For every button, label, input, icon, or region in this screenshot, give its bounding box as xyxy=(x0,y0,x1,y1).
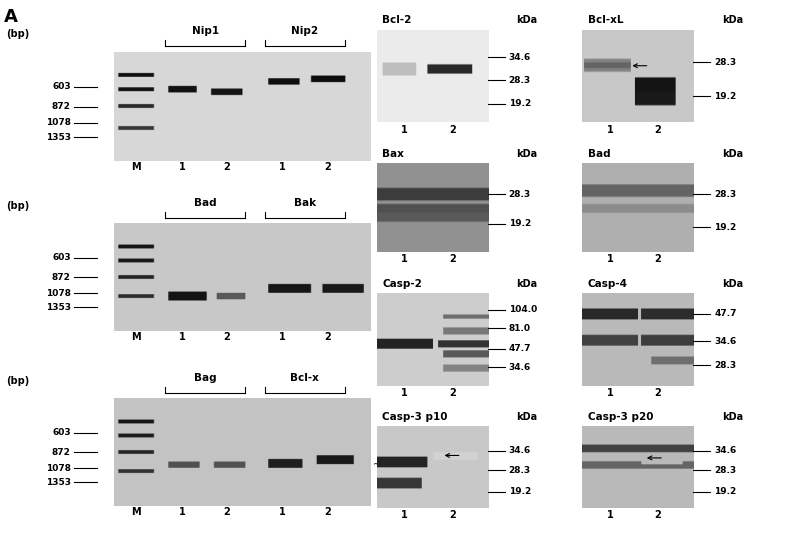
Text: 1: 1 xyxy=(279,332,285,342)
Text: 19.2: 19.2 xyxy=(714,223,737,231)
Text: 1: 1 xyxy=(401,125,408,134)
Text: 1: 1 xyxy=(179,162,186,172)
Text: 34.6: 34.6 xyxy=(508,53,531,62)
Text: Casp-3 p10: Casp-3 p10 xyxy=(382,412,448,422)
Text: 2: 2 xyxy=(449,254,455,264)
Text: 2: 2 xyxy=(655,125,661,134)
Text: 2: 2 xyxy=(449,388,455,398)
Text: 603: 603 xyxy=(52,253,71,262)
Text: 28.3: 28.3 xyxy=(714,58,736,67)
Text: 19.2: 19.2 xyxy=(714,487,737,497)
Text: 2: 2 xyxy=(655,510,661,520)
Text: 28.3: 28.3 xyxy=(714,466,736,475)
Text: 19.2: 19.2 xyxy=(714,91,737,101)
Text: 28.3: 28.3 xyxy=(714,361,736,370)
Text: 1078: 1078 xyxy=(46,289,71,298)
Text: Bag: Bag xyxy=(194,373,217,383)
Text: 603: 603 xyxy=(52,428,71,437)
Text: 19.2: 19.2 xyxy=(508,487,531,497)
Text: Casp-4: Casp-4 xyxy=(588,279,628,289)
Text: Bad: Bad xyxy=(588,150,611,159)
Text: 872: 872 xyxy=(52,273,71,282)
Text: kDa: kDa xyxy=(722,15,743,25)
Text: Bcl-2: Bcl-2 xyxy=(382,15,411,25)
Text: 2: 2 xyxy=(223,332,230,342)
Text: 28.3: 28.3 xyxy=(508,466,530,475)
Text: (bp): (bp) xyxy=(6,29,29,39)
Text: M: M xyxy=(131,162,140,172)
Text: (bp): (bp) xyxy=(6,201,29,211)
Text: 28.3: 28.3 xyxy=(508,190,530,199)
Text: kDa: kDa xyxy=(516,279,537,289)
Text: 34.6: 34.6 xyxy=(508,363,531,372)
Text: kDa: kDa xyxy=(516,15,537,25)
Text: 47.7: 47.7 xyxy=(508,344,531,353)
Text: 2: 2 xyxy=(655,388,661,398)
Text: Bad: Bad xyxy=(194,198,217,208)
Text: 34.6: 34.6 xyxy=(508,446,531,455)
Text: 2: 2 xyxy=(223,162,230,172)
Text: kDa: kDa xyxy=(516,412,537,422)
Text: 81.0: 81.0 xyxy=(508,324,530,333)
Text: M: M xyxy=(131,507,140,516)
Text: 1: 1 xyxy=(607,125,614,134)
Text: 2: 2 xyxy=(223,507,230,516)
Text: kDa: kDa xyxy=(516,150,537,159)
Text: Casp-3 p20: Casp-3 p20 xyxy=(588,412,653,422)
Text: 1353: 1353 xyxy=(46,303,71,312)
Text: kDa: kDa xyxy=(722,150,743,159)
Text: 28.3: 28.3 xyxy=(508,76,530,85)
Text: 2: 2 xyxy=(325,332,331,342)
Text: 2: 2 xyxy=(325,507,331,516)
Text: Nip2: Nip2 xyxy=(292,26,318,36)
Text: Bax: Bax xyxy=(382,150,404,159)
Text: ~631 bp: ~631 bp xyxy=(373,461,412,470)
Text: 47.7: 47.7 xyxy=(714,309,737,318)
Text: 872: 872 xyxy=(52,102,71,111)
Text: 1: 1 xyxy=(179,507,186,516)
Text: 1: 1 xyxy=(179,332,186,342)
Text: (bp): (bp) xyxy=(6,376,29,386)
Text: 2: 2 xyxy=(449,125,455,134)
Text: 19.2: 19.2 xyxy=(508,99,531,108)
Text: 1078: 1078 xyxy=(46,118,71,128)
Text: 1078: 1078 xyxy=(46,464,71,473)
Text: 1: 1 xyxy=(279,162,285,172)
Text: 2: 2 xyxy=(655,254,661,264)
Text: 34.6: 34.6 xyxy=(714,446,737,455)
Text: 104.0: 104.0 xyxy=(508,306,537,314)
Text: 1: 1 xyxy=(607,388,614,398)
Text: 34.6: 34.6 xyxy=(714,337,737,346)
Text: 1: 1 xyxy=(401,254,408,264)
Text: Bcl-x: Bcl-x xyxy=(291,373,319,383)
Text: 1353: 1353 xyxy=(46,133,71,141)
Text: M: M xyxy=(131,332,140,342)
Text: Bak: Bak xyxy=(294,198,316,208)
Text: 603: 603 xyxy=(52,82,71,91)
Text: 1: 1 xyxy=(279,507,285,516)
Text: Bcl-xL: Bcl-xL xyxy=(588,15,623,25)
Text: 1353: 1353 xyxy=(46,478,71,487)
Text: 19.2: 19.2 xyxy=(508,219,531,228)
Text: Casp-2: Casp-2 xyxy=(382,279,422,289)
Text: 28.3: 28.3 xyxy=(714,190,736,199)
Text: kDa: kDa xyxy=(722,412,743,422)
Text: Nip1: Nip1 xyxy=(191,26,219,36)
Text: A: A xyxy=(4,8,18,26)
Text: 872: 872 xyxy=(52,448,71,457)
Text: 1: 1 xyxy=(607,254,614,264)
Text: 2: 2 xyxy=(449,510,455,520)
Text: 1: 1 xyxy=(401,510,408,520)
Text: 1: 1 xyxy=(607,510,614,520)
Text: 2: 2 xyxy=(325,162,331,172)
Text: kDa: kDa xyxy=(722,279,743,289)
Text: 1: 1 xyxy=(401,388,408,398)
